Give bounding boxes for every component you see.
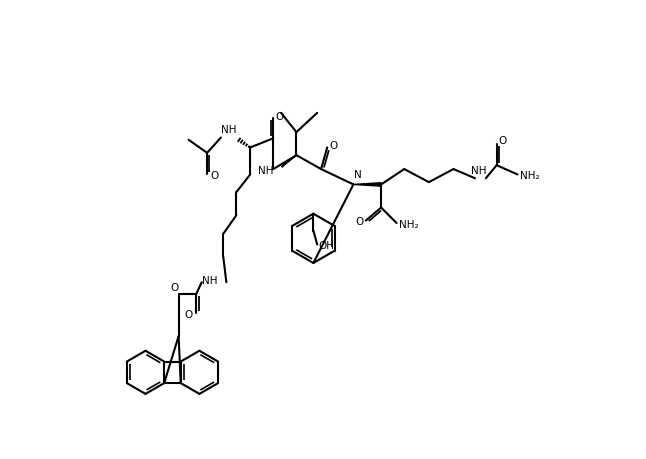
- Text: NH₂: NH₂: [399, 220, 419, 230]
- Text: NH: NH: [258, 166, 273, 176]
- Polygon shape: [282, 155, 297, 167]
- Text: OH: OH: [318, 241, 335, 251]
- Text: O: O: [275, 112, 284, 122]
- Text: NH: NH: [471, 166, 486, 176]
- Text: O: O: [171, 283, 179, 293]
- Text: N: N: [354, 170, 362, 180]
- Text: O: O: [210, 171, 218, 181]
- Text: NH₂: NH₂: [520, 171, 539, 181]
- Text: O: O: [329, 141, 337, 151]
- Text: NH: NH: [221, 125, 236, 135]
- Text: O: O: [499, 136, 507, 146]
- Polygon shape: [353, 183, 381, 186]
- Text: NH: NH: [202, 276, 217, 285]
- Text: O: O: [185, 309, 193, 319]
- Text: O: O: [355, 217, 364, 227]
